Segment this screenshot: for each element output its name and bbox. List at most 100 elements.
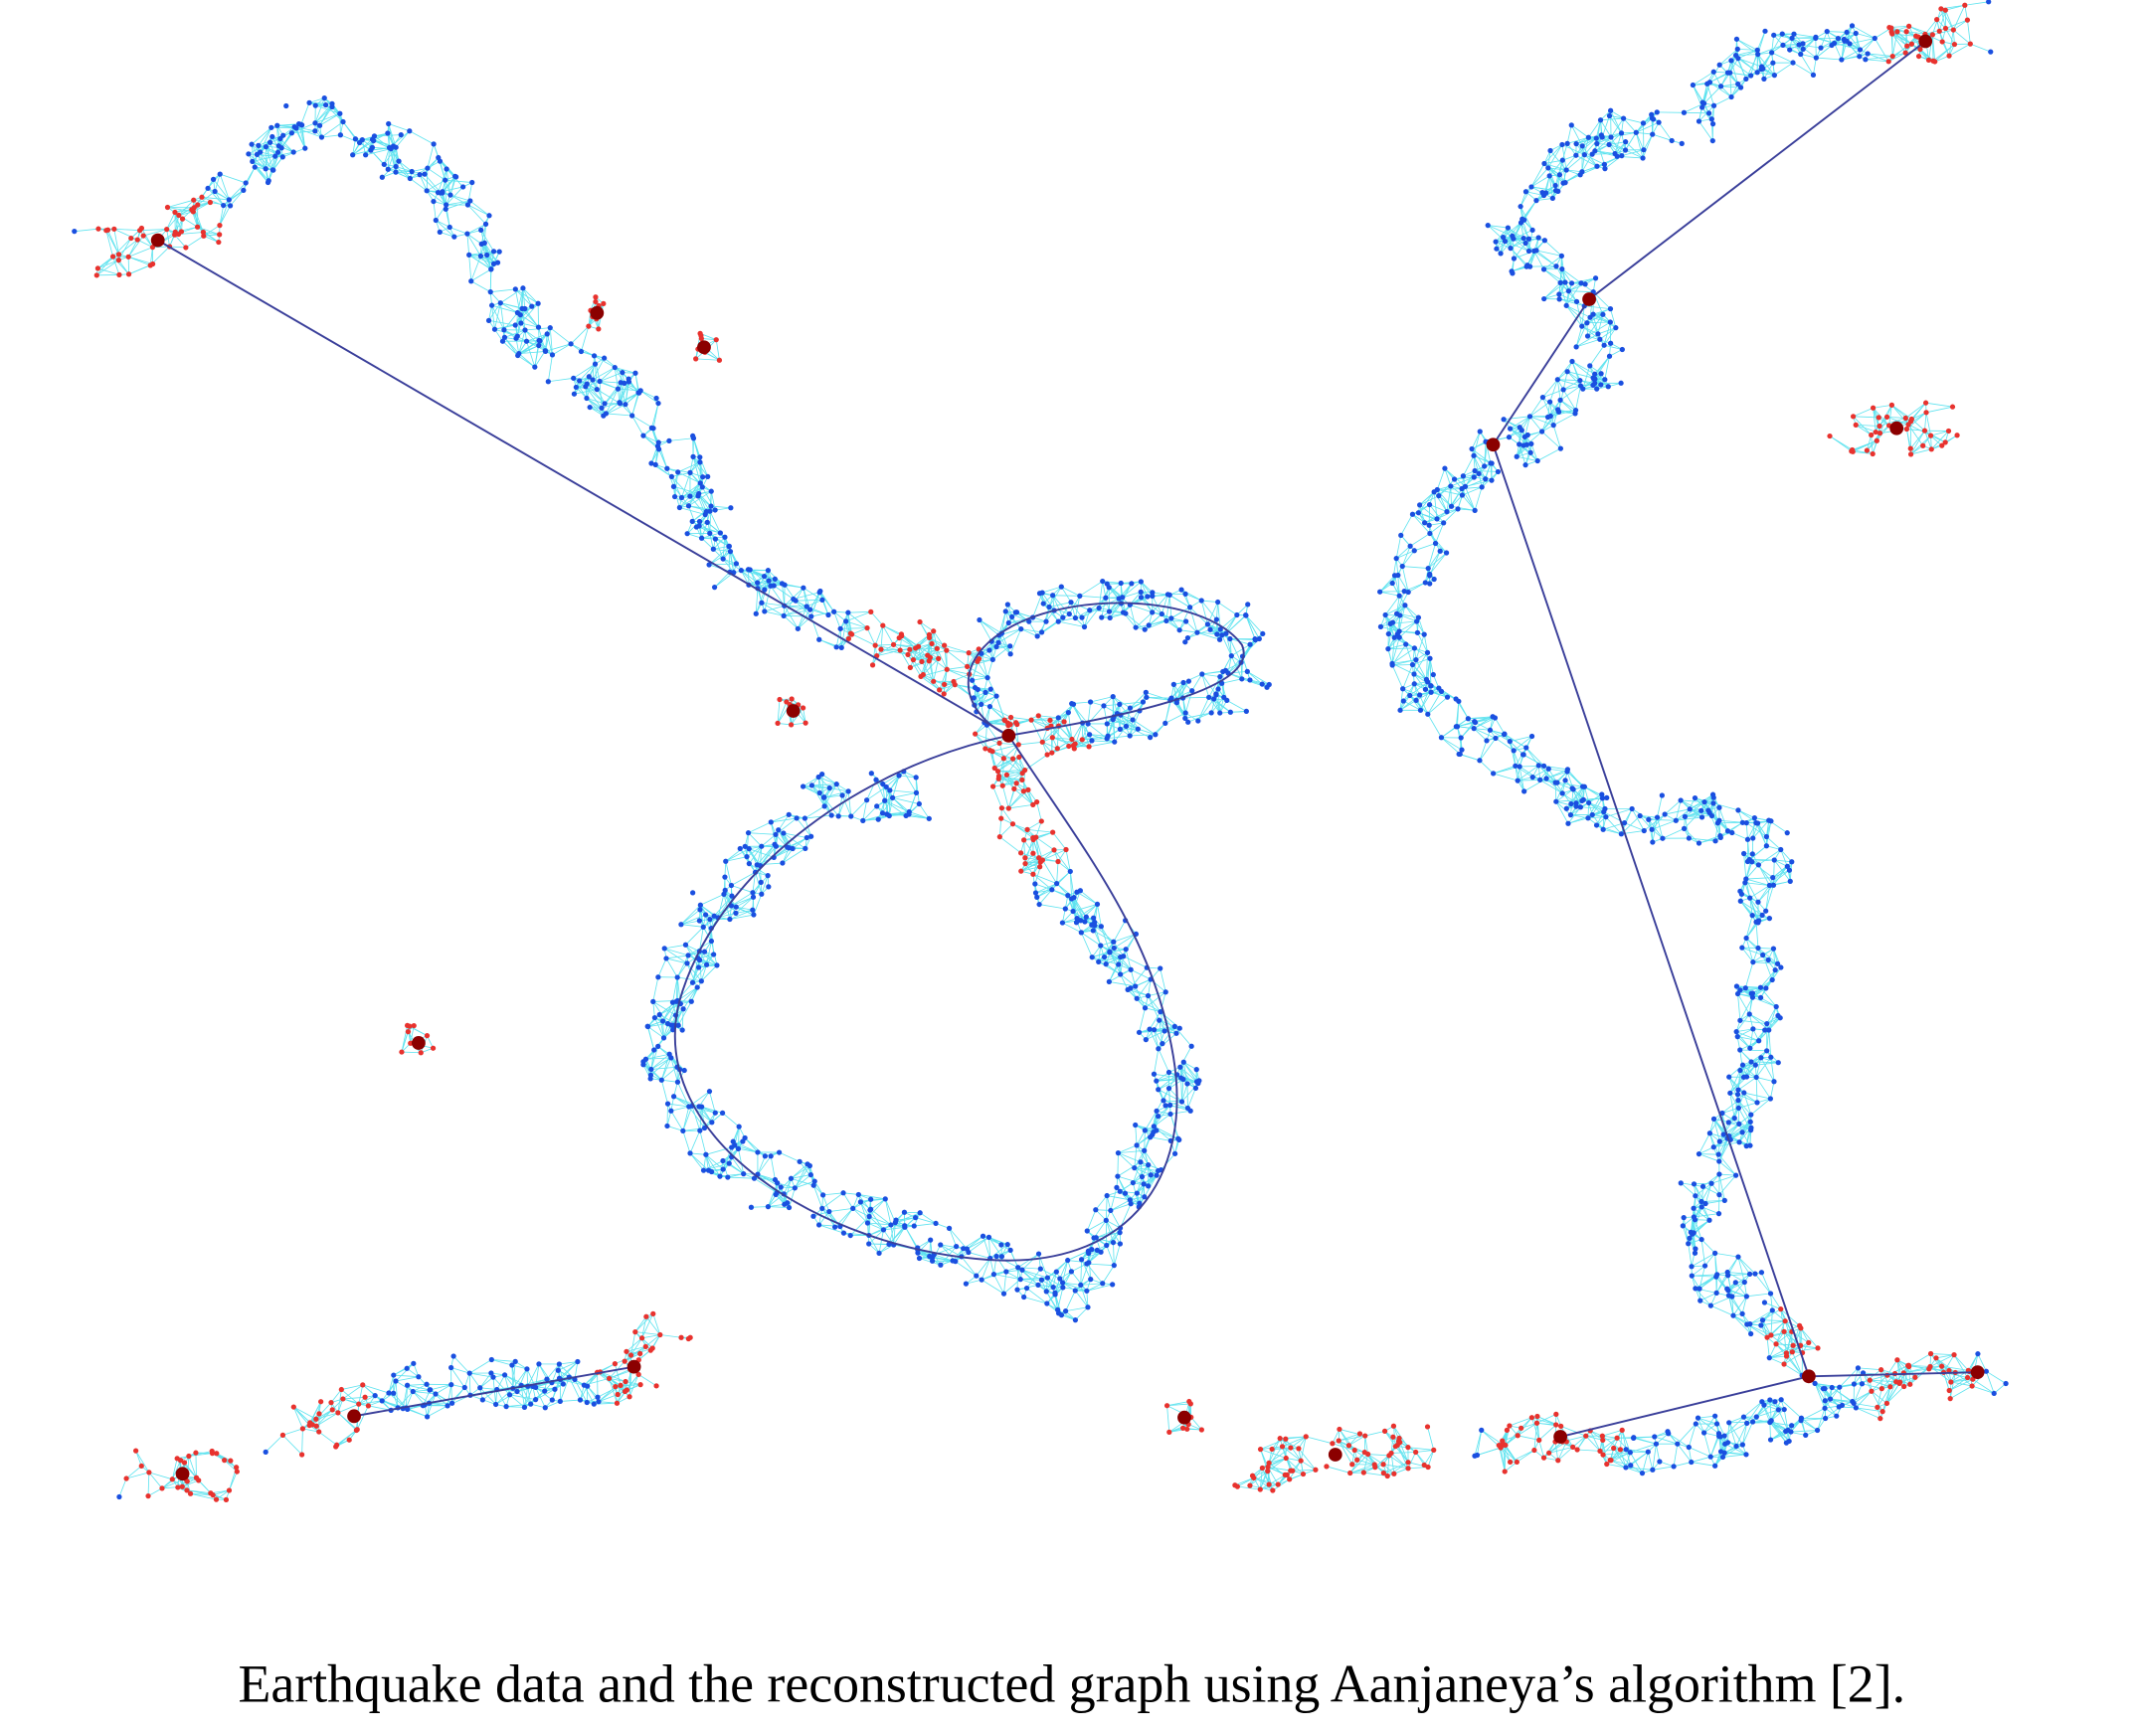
edge	[757, 1155, 766, 1175]
edge	[700, 893, 725, 906]
edge	[784, 606, 799, 629]
edge	[1691, 1456, 1711, 1463]
edge	[1035, 837, 1040, 858]
edge	[1158, 1105, 1170, 1117]
edge	[1217, 602, 1238, 615]
edge	[526, 340, 546, 352]
edge	[127, 235, 144, 258]
edge	[1691, 1462, 1715, 1467]
edge	[113, 228, 140, 232]
edge	[446, 200, 470, 206]
edge	[166, 212, 176, 230]
edge	[1816, 57, 1842, 61]
edge	[1215, 602, 1219, 620]
edge	[1187, 1088, 1196, 1109]
edge	[1589, 1430, 1601, 1452]
edge	[666, 1126, 683, 1131]
edge	[1185, 620, 1198, 633]
edge	[314, 97, 325, 123]
edge	[383, 147, 390, 165]
edge	[1689, 1447, 1711, 1458]
edge	[1008, 803, 1033, 809]
edge	[1184, 594, 1202, 602]
edge	[1182, 1062, 1197, 1083]
edge	[1081, 932, 1102, 947]
edge	[1986, 1370, 2007, 1384]
edge	[677, 1082, 690, 1108]
edge	[1129, 719, 1134, 737]
edge	[314, 103, 333, 124]
edge	[1158, 1048, 1169, 1073]
edge	[1038, 889, 1053, 905]
edge	[1074, 740, 1093, 750]
edge	[500, 302, 518, 313]
edge	[709, 533, 714, 550]
edge	[435, 1384, 451, 1395]
edge	[74, 228, 98, 233]
edge	[977, 661, 988, 678]
edge	[1113, 1243, 1121, 1266]
edge	[128, 264, 151, 275]
edge	[1964, 1, 1989, 6]
edge	[1080, 1285, 1089, 1307]
edge	[748, 821, 772, 834]
edge	[1196, 631, 1220, 640]
edge	[1577, 1449, 1601, 1452]
edge	[714, 572, 731, 588]
edge	[842, 1192, 854, 1209]
edge	[1538, 1440, 1544, 1459]
edge	[768, 1206, 790, 1208]
edge	[118, 239, 138, 256]
edge	[679, 495, 699, 508]
edge	[843, 1232, 869, 1236]
edge	[1058, 620, 1085, 627]
edge	[1230, 655, 1243, 680]
edge	[1108, 956, 1122, 982]
edge	[1179, 1067, 1188, 1085]
edge	[986, 724, 1000, 744]
edge	[1245, 614, 1256, 640]
edge	[991, 744, 1019, 753]
edge	[866, 627, 876, 646]
edge	[1130, 987, 1149, 996]
edge	[1137, 997, 1162, 1012]
edge	[1146, 691, 1170, 701]
edge	[988, 645, 1010, 651]
edge	[1538, 1424, 1556, 1441]
edge	[1217, 689, 1221, 714]
edge	[1139, 1007, 1146, 1033]
edge	[534, 350, 546, 368]
edge	[292, 1406, 303, 1430]
edge	[1200, 600, 1208, 625]
edge	[682, 1106, 690, 1131]
edge	[749, 569, 770, 582]
edge	[979, 619, 999, 636]
edge	[701, 522, 708, 539]
edge	[1071, 1271, 1088, 1292]
edge	[1126, 707, 1131, 727]
edge	[1020, 857, 1039, 872]
edge	[1510, 1450, 1535, 1463]
edge	[1032, 873, 1057, 884]
edge	[668, 437, 694, 441]
edge	[395, 171, 421, 176]
edge	[874, 625, 884, 646]
edge	[1391, 1452, 1416, 1454]
edge	[1158, 1032, 1177, 1050]
edge	[166, 215, 180, 230]
edge	[999, 836, 1021, 854]
edge	[291, 122, 316, 134]
edge	[1062, 1282, 1087, 1292]
edge	[1800, 54, 1814, 76]
edge	[606, 402, 621, 415]
edge	[828, 1207, 853, 1212]
edge	[1769, 1422, 1771, 1441]
edge	[547, 354, 553, 382]
edge	[1084, 609, 1091, 627]
edge	[984, 725, 987, 749]
edge	[409, 130, 435, 145]
edge	[449, 227, 468, 235]
edge	[1154, 1025, 1175, 1031]
edge	[1012, 758, 1025, 771]
edge	[1082, 722, 1093, 742]
